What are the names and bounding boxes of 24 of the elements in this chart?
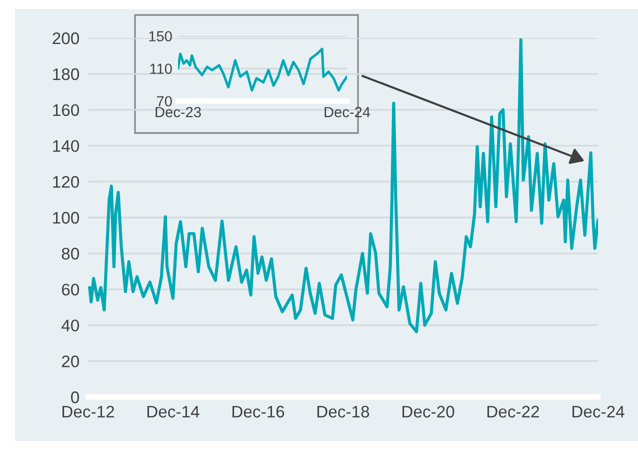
y-tick-label: 20	[62, 356, 80, 368]
y-tick-label: 40	[62, 320, 80, 332]
y-tick-label: 160	[53, 104, 80, 116]
y-tick-label: 110	[150, 64, 172, 74]
y-tick-label: 180	[53, 68, 80, 80]
x-tick-label: Dec-16	[232, 406, 284, 418]
x-tick-label: Dec-14	[147, 406, 200, 418]
y-tick-label: 140	[53, 140, 80, 152]
x-tick-label: Dec-20	[402, 406, 454, 418]
x-tick-label: Dec-22	[487, 406, 539, 418]
x-tick-label: Dec-23	[156, 106, 201, 118]
y-tick-label: 60	[62, 284, 80, 296]
x-tick-label: Dec-24	[572, 406, 624, 418]
y-tick-label: 120	[53, 176, 80, 188]
y-tick-label: 80	[62, 248, 80, 260]
y-tick-label: 0	[71, 391, 80, 404]
x-tick-label: Dec-12	[62, 406, 114, 418]
y-tick-label: 100	[53, 212, 80, 224]
y-tick-label: 150	[149, 31, 172, 42]
line-series	[178, 48, 347, 92]
x-tick-label: Dec-18	[317, 406, 370, 418]
y-tick-label: 70	[156, 96, 172, 106]
y-tick-label: 200	[52, 32, 80, 44]
x-tick-label: Dec-24	[324, 106, 370, 118]
